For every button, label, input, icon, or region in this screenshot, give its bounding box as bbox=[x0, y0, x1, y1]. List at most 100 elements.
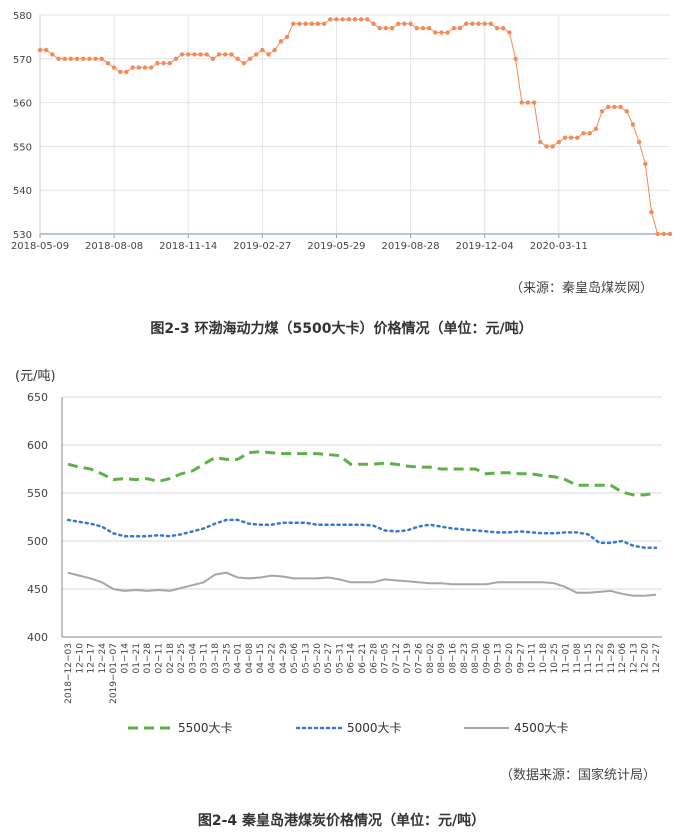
chart-2-x-tick-label: 07−05 bbox=[381, 643, 391, 673]
chart-2-x-tick-label: 11−08 bbox=[573, 643, 583, 674]
chart-1-data-point bbox=[198, 52, 203, 57]
chart-1-data-point bbox=[216, 52, 222, 57]
chart-2-x-tick-label: 11−29 bbox=[607, 643, 617, 674]
chart-1-data-point bbox=[99, 56, 104, 61]
chart-2-x-tick-label: 12−06 bbox=[618, 643, 628, 674]
chart-1-data-point bbox=[501, 25, 506, 31]
chart-1-data-point bbox=[507, 30, 512, 35]
chart-1-x-tick-label: 2018-05-09 bbox=[11, 241, 69, 252]
chart-2-x-tick-label: 04−01 bbox=[234, 643, 244, 673]
chart-1-data-point bbox=[334, 17, 339, 22]
chart-2-x-tick-label: 01−28 bbox=[143, 643, 153, 674]
chart-1-data-point bbox=[340, 17, 345, 22]
chart-2-x-tick-label: 12−27 bbox=[652, 643, 662, 673]
chart-1-data-point bbox=[161, 60, 166, 66]
chart-1-data-point bbox=[241, 60, 247, 66]
chart-2-x-tick-label: 04−29 bbox=[279, 643, 289, 674]
chart-2-x-tick-label: 03−25 bbox=[222, 643, 232, 673]
chart-1-data-point bbox=[445, 30, 450, 35]
chart-1-data-point bbox=[136, 65, 142, 70]
chart-1-caption: 图2-3 环渤海动力煤（5500大卡）价格情况（单位：元/吨） bbox=[150, 321, 533, 337]
chart-1-data-point bbox=[223, 52, 228, 57]
chart-1-data-point bbox=[272, 47, 277, 53]
chart-2-x-tick-label: 06−28 bbox=[369, 643, 379, 674]
chart-1-data-point bbox=[247, 56, 253, 61]
chart-2-x-tick-label: 08−02 bbox=[426, 643, 436, 673]
chart-1-data-point bbox=[643, 161, 648, 167]
chart-2-y-tick-label: 500 bbox=[27, 535, 48, 548]
chart-2-x-tick-label: 01−21 bbox=[132, 643, 142, 673]
chart-1-data-point bbox=[513, 56, 518, 61]
chart-1-data-point bbox=[118, 69, 123, 75]
chart-1-data-point bbox=[358, 17, 364, 22]
chart-1-data-point bbox=[439, 30, 444, 35]
chart-1-data-point bbox=[414, 25, 419, 31]
chart-1-data-point bbox=[544, 144, 549, 149]
chart-2-x-tick-label: 2019−01−07 bbox=[109, 643, 119, 704]
chart-1-data-point bbox=[62, 56, 67, 61]
chart-1-data-point bbox=[291, 21, 296, 26]
chart-2-x-tick-label: 06−14 bbox=[347, 643, 357, 674]
chart-1-data-point bbox=[278, 39, 284, 44]
chart-1-data-point bbox=[538, 139, 543, 145]
chart-1-data-point bbox=[661, 231, 667, 237]
chart-2-x-tick-label: 2018−12−03 bbox=[64, 643, 74, 704]
chart-2-x-tick-label: 11−15 bbox=[584, 643, 594, 673]
chart-1-data-point bbox=[531, 100, 537, 105]
chart-1-x-tick-label: 2019-05-29 bbox=[307, 241, 365, 252]
chart-1-data-point bbox=[636, 139, 642, 145]
chart-1-data-point bbox=[575, 135, 580, 140]
chart-1-data-point bbox=[179, 52, 185, 57]
chart-1-data-point bbox=[352, 17, 358, 22]
chart-1-data-point bbox=[482, 21, 487, 26]
chart-2-series-line bbox=[67, 450, 657, 497]
chart-1-data-point bbox=[229, 52, 234, 57]
chart-1-x-tick-label: 2020-03-11 bbox=[530, 241, 588, 252]
chart-1-data-point bbox=[519, 100, 524, 105]
chart-1-data-point bbox=[593, 126, 599, 132]
chart-1-y-tick-label: 580 bbox=[13, 11, 32, 22]
chart-1-source: （来源：秦皇岛煤炭网） bbox=[510, 281, 654, 296]
chart-2-caption: 图2-4 秦皇岛港煤炭价格情况（单位：元/吨） bbox=[197, 813, 486, 829]
chart-2-y-tick-label: 400 bbox=[27, 631, 48, 644]
chart-1-data-point bbox=[655, 231, 660, 237]
chart-1-data-point bbox=[266, 52, 271, 57]
chart-1-data-point bbox=[346, 17, 352, 22]
chart-1-y-tick-labels: 530 540 550 560 570 580 bbox=[13, 11, 32, 241]
chart-1-data-point bbox=[377, 25, 382, 31]
chart-2-y-tick-label: 550 bbox=[27, 487, 48, 500]
chart-2-y-tick-label: 450 bbox=[27, 583, 48, 596]
chart-2-legend-label: 5000大卡 bbox=[347, 721, 402, 735]
chart-1-data-point bbox=[56, 56, 61, 61]
chart-2-x-tick-label: 10−18 bbox=[539, 643, 549, 674]
chart-1-x-tick-labels: 2018-05-09 2018-08-08 2018-11-14 2019-02-27… bbox=[11, 241, 588, 252]
chart-1-data-point bbox=[111, 65, 117, 70]
chart-2-x-tick-label: 07−12 bbox=[392, 643, 402, 673]
chart-2-x-tick-label: 04−08 bbox=[245, 643, 255, 674]
chart-2-x-tick-label: 05−13 bbox=[301, 643, 311, 673]
chart-2-x-tick-label: 12−17 bbox=[87, 643, 97, 673]
chart-1-y-tick-label: 540 bbox=[13, 186, 32, 197]
chart-2-x-tick-label: 06−21 bbox=[358, 643, 368, 673]
chart-1-data-point bbox=[556, 139, 562, 145]
chart-1-x-tick-label: 2019-12-04 bbox=[456, 241, 514, 252]
chart-1-data-point bbox=[253, 52, 259, 57]
chart-1-x-tick-label: 2019-08-28 bbox=[382, 241, 440, 252]
chart-1-series bbox=[37, 17, 673, 237]
chart-2-x-tick-label: 08−09 bbox=[437, 643, 447, 674]
chart-1-y-tick-label: 550 bbox=[13, 142, 32, 153]
chart-1-data-point bbox=[260, 47, 265, 53]
chart-2-x-tick-label: 03−11 bbox=[200, 643, 210, 673]
chart-1-data-point bbox=[433, 30, 438, 35]
chart-2-x-tick-label: 05−31 bbox=[335, 643, 345, 673]
chart-2-x-tick-label: 11−22 bbox=[595, 643, 605, 673]
chart-1-x-tick-label: 2018-08-08 bbox=[85, 241, 143, 252]
chart-1-data-point bbox=[173, 56, 179, 61]
chart-1-data-point bbox=[371, 21, 376, 26]
chart-1-axes bbox=[39, 15, 670, 238]
chart-2-gridlines bbox=[62, 396, 662, 590]
chart-2-x-tick-label: 09−13 bbox=[494, 643, 504, 673]
chart-2-x-tick-label: 02−18 bbox=[166, 643, 176, 674]
chart-2-y-tick-label: 650 bbox=[27, 391, 48, 404]
